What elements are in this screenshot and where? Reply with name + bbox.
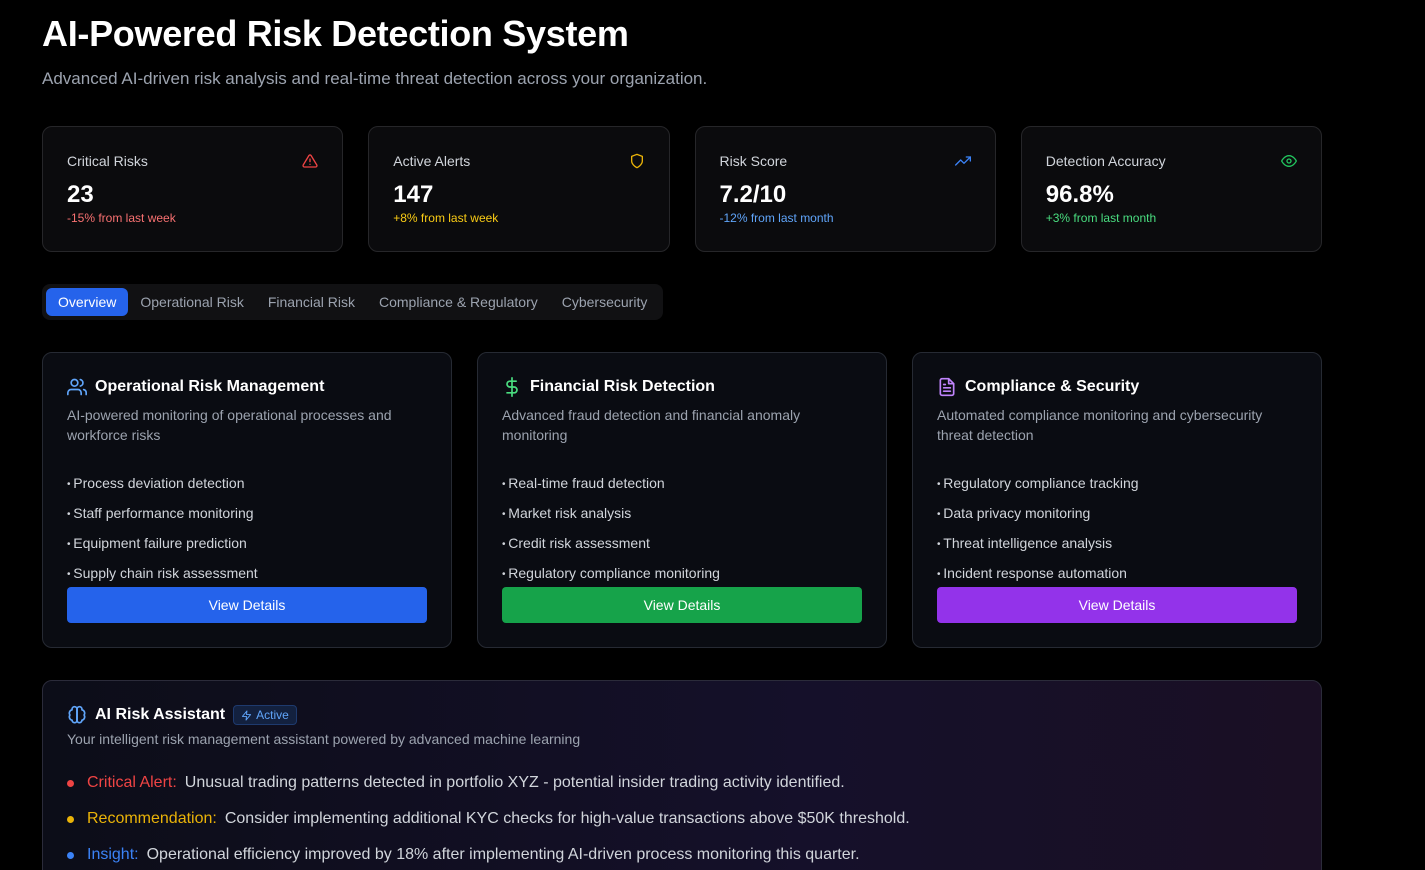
list-item: Credit risk assessment [502, 529, 862, 559]
stat-value: 96.8% [1045, 181, 1114, 208]
list-item: Data privacy monitoring [937, 499, 1297, 529]
view-details-button[interactable]: View Details [937, 587, 1297, 623]
insight-text: Unusual trading patterns detected in por… [184, 774, 845, 791]
insight-label: Insight: [87, 846, 139, 863]
insight-list: Critical Alert: Unusual trading patterns… [67, 773, 1297, 865]
status-dot [67, 779, 74, 787]
insight-critical-alert: Critical Alert: Unusual trading patterns… [67, 773, 1297, 793]
stat-value: 147 [393, 181, 434, 208]
insight-label: Recommendation: [87, 810, 217, 827]
stat-card-detection-accuracy: Detection Accuracy 96.8% +3% from last m… [1020, 126, 1322, 252]
file-text-icon [939, 377, 955, 397]
status-badge: Active [233, 705, 297, 725]
list-item: Incident response automation [937, 559, 1297, 589]
status-dot [67, 851, 74, 859]
stat-change: -12% from last month [719, 211, 834, 225]
dollar-icon [506, 377, 518, 397]
card-operational-risk: Operational Risk Management AI-powered m… [42, 352, 452, 648]
status-dot [67, 815, 74, 823]
stat-label: Detection Accuracy [1045, 153, 1166, 169]
card-title: Compliance & Security [965, 378, 1140, 395]
stat-label: Risk Score [719, 153, 788, 169]
stat-card-active-alerts: Active Alerts 147 +8% from last week [368, 126, 670, 252]
list-item: Process deviation detection [67, 469, 427, 499]
stat-label: Critical Risks [67, 153, 148, 169]
badge-label: Active [256, 708, 289, 722]
tab-cybersecurity[interactable]: Cybersecurity [561, 294, 648, 310]
alert-triangle-icon [302, 154, 318, 168]
insight-text: Operational efficiency improved by 18% a… [146, 846, 860, 863]
zap-icon [242, 709, 252, 721]
users-icon [67, 378, 87, 396]
assistant-title: AI Risk Assistant [95, 706, 226, 723]
stat-label: Active Alerts [393, 153, 471, 169]
card-description: Advanced fraud detection and financial a… [502, 407, 801, 443]
card-description: AI-powered monitoring of operational pro… [67, 407, 392, 443]
tab-overview[interactable]: Overview [46, 288, 129, 316]
feature-list: Regulatory compliance tracking Data priv… [937, 469, 1297, 589]
tab-bar: Overview Operational Risk Financial Risk… [42, 284, 664, 320]
ai-risk-assistant-panel: AI Risk Assistant Active Your intelligen… [42, 680, 1322, 870]
list-item: Regulatory compliance monitoring [502, 559, 862, 589]
eye-icon [1281, 155, 1297, 167]
stats-row: Critical Risks 23 -15% from last week Ac… [42, 126, 1322, 252]
page-subtitle: Advanced AI-driven risk analysis and rea… [42, 69, 708, 88]
list-item: Real-time fraud detection [502, 469, 862, 499]
list-item: Market risk analysis [502, 499, 862, 529]
tab-operational-risk[interactable]: Operational Risk [140, 294, 244, 310]
card-compliance-security: Compliance & Security Automated complian… [912, 352, 1322, 648]
assistant-subtitle: Your intelligent risk management assista… [67, 731, 581, 747]
list-item: Supply chain risk assessment [67, 559, 427, 589]
stat-card-critical-risks: Critical Risks 23 -15% from last week [42, 126, 344, 252]
list-item: Regulatory compliance tracking [937, 469, 1297, 499]
trending-up-icon [954, 156, 971, 166]
page-container: AI-Powered Risk Detection System Advance… [42, 0, 1322, 870]
view-details-button[interactable]: View Details [502, 587, 862, 623]
list-item: Threat intelligence analysis [937, 529, 1297, 559]
stat-value: 7.2/10 [719, 181, 787, 208]
card-financial-risk: Financial Risk Detection Advanced fraud … [477, 352, 887, 648]
shield-icon [630, 153, 643, 169]
page-title: AI-Powered Risk Detection System [42, 13, 629, 54]
card-description: Automated compliance monitoring and cybe… [937, 407, 1263, 443]
list-item: Staff performance monitoring [67, 499, 427, 529]
tab-financial-risk[interactable]: Financial Risk [267, 294, 355, 310]
brain-icon [68, 705, 86, 724]
stat-change: +8% from last week [393, 211, 499, 225]
stat-change: +3% from last month [1045, 211, 1157, 225]
feature-list: Real-time fraud detection Market risk an… [502, 469, 862, 589]
card-title: Operational Risk Management [95, 378, 325, 395]
insight-insight: Insight: Operational efficiency improved… [67, 845, 1297, 865]
insight-label: Critical Alert: [87, 774, 177, 791]
list-item: Equipment failure prediction [67, 529, 427, 559]
stat-change: -15% from last week [67, 211, 176, 225]
feature-list: Process deviation detection Staff perfor… [67, 469, 427, 589]
tab-compliance-regulatory[interactable]: Compliance & Regulatory [379, 294, 538, 310]
stat-value: 23 [67, 181, 94, 208]
view-details-button[interactable]: View Details [67, 587, 427, 623]
insight-recommendation: Recommendation: Consider implementing ad… [67, 809, 1297, 829]
card-title: Financial Risk Detection [530, 378, 715, 395]
risk-cards-row: Operational Risk Management AI-powered m… [42, 352, 1322, 648]
stat-card-risk-score: Risk Score 7.2/10 -12% from last month [694, 126, 996, 252]
insight-text: Consider implementing additional KYC che… [224, 810, 910, 827]
